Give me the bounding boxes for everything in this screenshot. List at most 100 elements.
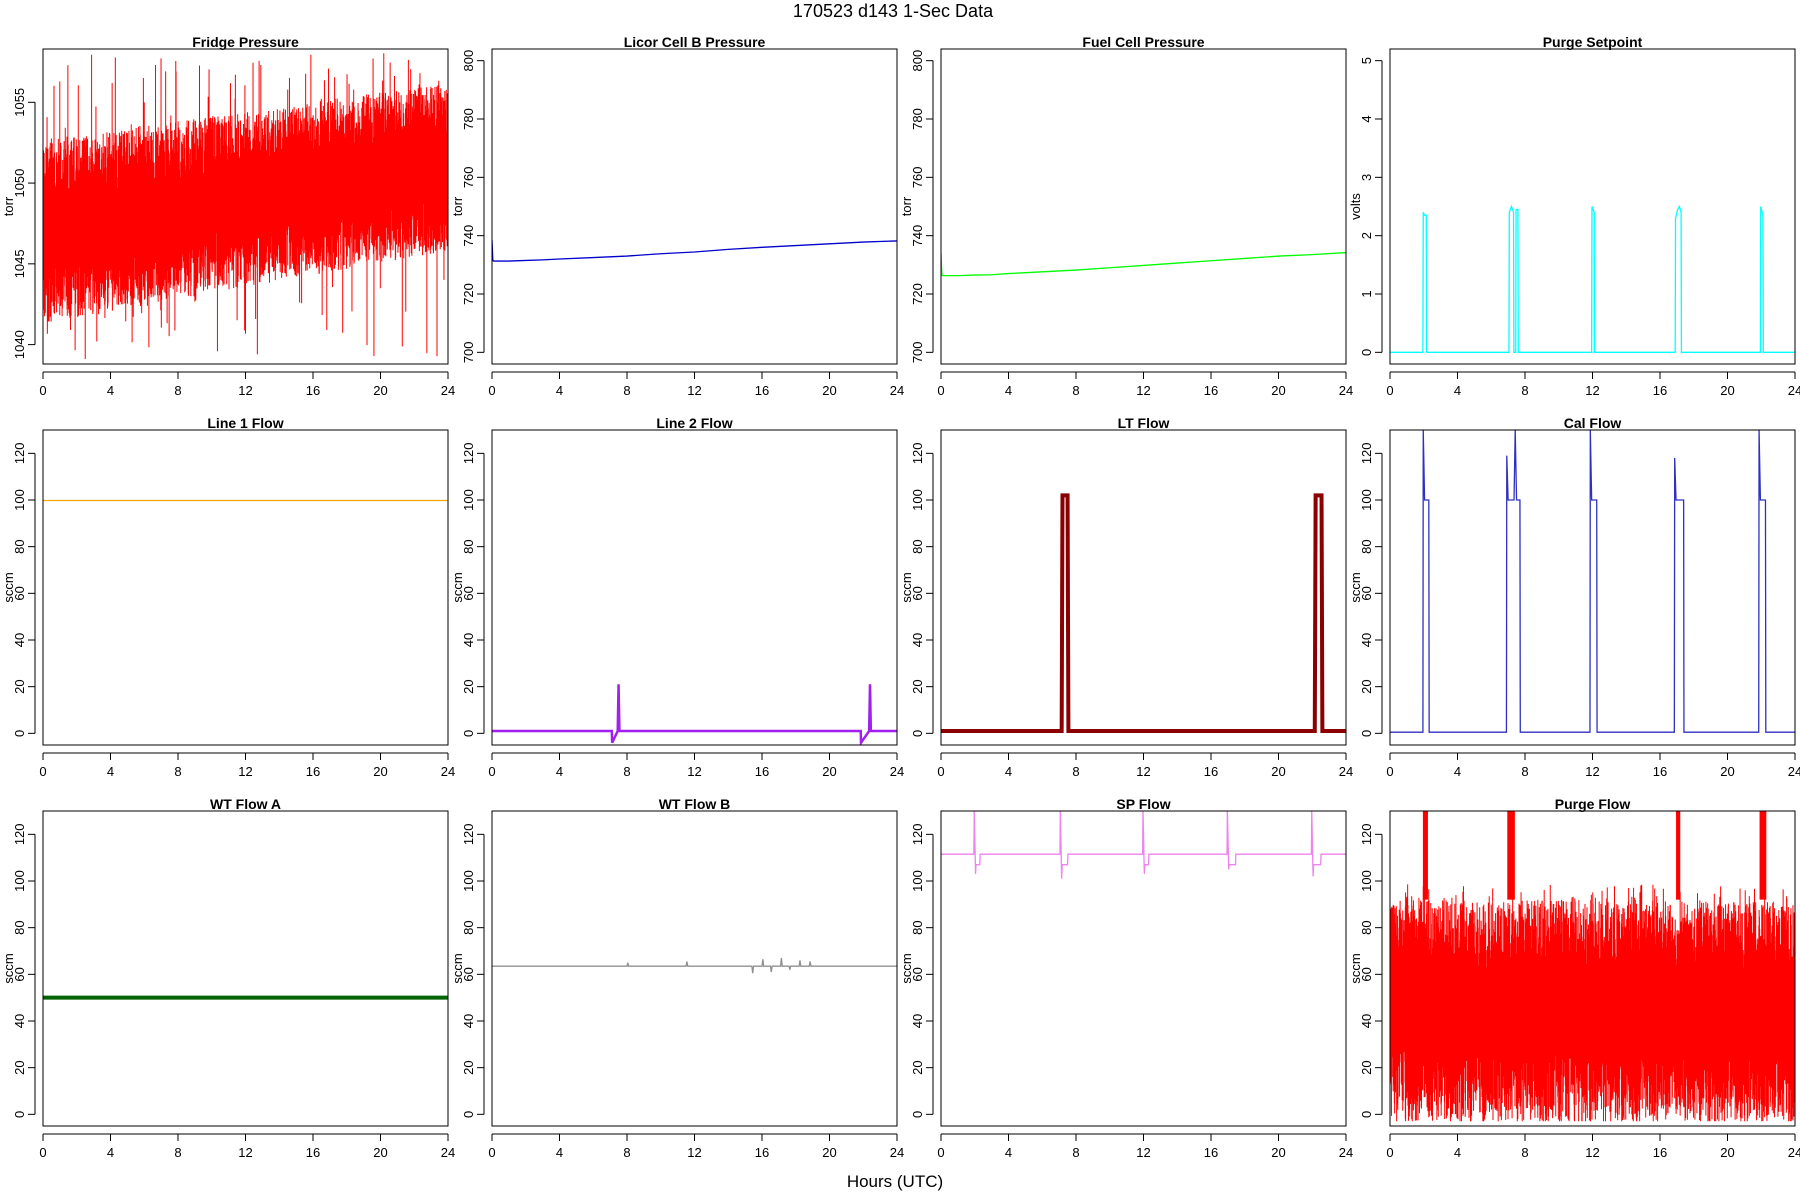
y-tick-label: 120 bbox=[12, 823, 27, 845]
x-tick-label: 16 bbox=[755, 1145, 769, 1160]
y-tick-label: 3 bbox=[1359, 174, 1374, 181]
y-tick-label: 0 bbox=[1359, 349, 1374, 356]
x-tick-label: 0 bbox=[39, 764, 46, 779]
x-tick-label: 4 bbox=[1005, 764, 1012, 779]
x-tick-label: 4 bbox=[1454, 383, 1461, 398]
y-tick-label: 800 bbox=[461, 50, 476, 72]
x-tick-label: 0 bbox=[1386, 383, 1393, 398]
y-tick-label: 80 bbox=[12, 539, 27, 553]
series-line bbox=[492, 957, 897, 974]
y-tick-label: 5 bbox=[1359, 57, 1374, 64]
plot-area bbox=[1390, 430, 1795, 733]
x-tick-label: 20 bbox=[1720, 1145, 1734, 1160]
y-tick-label: 0 bbox=[910, 1111, 925, 1118]
plot-area bbox=[492, 240, 897, 262]
y-axis-label: sccm bbox=[1, 953, 16, 983]
y-axis-label: sccm bbox=[899, 572, 914, 602]
x-tick-label: 20 bbox=[1720, 383, 1734, 398]
x-tick-label: 8 bbox=[623, 383, 630, 398]
x-tick-label: 20 bbox=[373, 1145, 387, 1160]
panel-title: Fridge Pressure bbox=[192, 34, 299, 50]
y-tick-label: 1 bbox=[1359, 290, 1374, 297]
y-axis-label: sccm bbox=[450, 572, 465, 602]
y-axis: 0 20 40 60 80 100 120 bbox=[12, 442, 36, 737]
series-line bbox=[43, 53, 448, 359]
plot-area bbox=[1390, 204, 1795, 353]
y-axis-label: sccm bbox=[1348, 953, 1363, 983]
panel-title: Cal Flow bbox=[1564, 415, 1622, 431]
panel-lt_flow: LT Flow sccm 0 4 8 12 16 20 24 0 20 40 60 80 100 120 bbox=[899, 415, 1353, 779]
series-line bbox=[1390, 204, 1795, 353]
x-tick-label: 16 bbox=[755, 764, 769, 779]
x-tick-label: 0 bbox=[488, 1145, 495, 1160]
y-tick-label: 80 bbox=[1359, 920, 1374, 934]
burst-2 bbox=[1676, 811, 1681, 900]
y-tick-label: 120 bbox=[461, 823, 476, 845]
y-tick-label: 40 bbox=[461, 1014, 476, 1028]
panel-sp_flow: SP Flow sccm 0 4 8 12 16 20 24 0 20 40 60 80 100 120 bbox=[899, 796, 1353, 1160]
y-tick-label: 40 bbox=[1359, 633, 1374, 647]
x-axis: 0 4 8 12 16 20 24 bbox=[937, 371, 1353, 398]
x-tick-label: 0 bbox=[937, 1145, 944, 1160]
x-tick-label: 20 bbox=[373, 764, 387, 779]
x-tick-label: 20 bbox=[822, 383, 836, 398]
x-axis: 0 4 8 12 16 20 24 bbox=[39, 752, 455, 779]
series-line bbox=[941, 251, 1346, 277]
x-tick-label: 12 bbox=[238, 764, 252, 779]
y-tick-label: 40 bbox=[910, 1014, 925, 1028]
y-axis: 0 20 40 60 80 100 120 bbox=[12, 823, 36, 1118]
y-tick-label: 100 bbox=[1359, 870, 1374, 892]
x-axis: 0 4 8 12 16 20 24 bbox=[937, 752, 1353, 779]
x-tick-label: 12 bbox=[687, 764, 701, 779]
plot-area bbox=[941, 811, 1346, 879]
y-tick-label: 100 bbox=[910, 489, 925, 511]
y-axis: 1040 1045 1050 1055 bbox=[12, 88, 36, 359]
y-tick-label: 100 bbox=[12, 489, 27, 511]
x-tick-label: 4 bbox=[556, 764, 563, 779]
series-line bbox=[941, 811, 1346, 879]
y-tick-label: 20 bbox=[910, 679, 925, 693]
y-tick-label: 780 bbox=[910, 108, 925, 130]
plot-frame bbox=[491, 429, 898, 746]
x-tick-label: 20 bbox=[822, 1145, 836, 1160]
plot-frame bbox=[1389, 810, 1796, 1127]
x-tick-label: 0 bbox=[937, 383, 944, 398]
y-tick-label: 40 bbox=[12, 633, 27, 647]
x-tick-label: 12 bbox=[1136, 1145, 1150, 1160]
x-tick-label: 24 bbox=[1788, 1145, 1800, 1160]
x-axis: 0 4 8 12 16 20 24 bbox=[937, 1133, 1353, 1160]
burst-3 bbox=[1759, 811, 1767, 900]
y-axis-label: sccm bbox=[1348, 572, 1363, 602]
panel-title: WT Flow A bbox=[210, 796, 281, 812]
y-tick-label: 2 bbox=[1359, 232, 1374, 239]
x-tick-label: 8 bbox=[174, 383, 181, 398]
x-tick-label: 4 bbox=[556, 383, 563, 398]
y-tick-label: 120 bbox=[910, 823, 925, 845]
y-tick-label: 40 bbox=[461, 633, 476, 647]
y-tick-label: 0 bbox=[461, 730, 476, 737]
y-tick-label: 80 bbox=[910, 539, 925, 553]
y-tick-label: 60 bbox=[1359, 967, 1374, 981]
x-tick-label: 4 bbox=[107, 383, 114, 398]
burst-1 bbox=[1507, 811, 1515, 900]
y-axis: 700 720 740 760 780 800 bbox=[461, 50, 485, 363]
x-tick-label: 20 bbox=[1271, 1145, 1285, 1160]
y-tick-label: 800 bbox=[910, 50, 925, 72]
x-tick-label: 16 bbox=[1204, 764, 1218, 779]
y-axis: 0 20 40 60 80 100 120 bbox=[910, 823, 934, 1118]
y-tick-label: 4 bbox=[1359, 115, 1374, 122]
panel-title: SP Flow bbox=[1116, 796, 1170, 812]
panel-cal_flow: Cal Flow sccm 0 4 8 12 16 20 24 0 20 40 60 80 100 120 bbox=[1348, 415, 1800, 779]
x-tick-label: 24 bbox=[441, 764, 455, 779]
plot-area bbox=[492, 957, 897, 974]
y-tick-label: 80 bbox=[12, 920, 27, 934]
x-tick-label: 12 bbox=[238, 383, 252, 398]
y-tick-label: 60 bbox=[12, 586, 27, 600]
y-tick-label: 20 bbox=[1359, 1060, 1374, 1074]
x-tick-label: 12 bbox=[687, 1145, 701, 1160]
y-axis: 0 20 40 60 80 100 120 bbox=[461, 442, 485, 737]
y-tick-label: 720 bbox=[910, 283, 925, 305]
y-tick-label: 60 bbox=[12, 967, 27, 981]
y-tick-label: 100 bbox=[12, 870, 27, 892]
